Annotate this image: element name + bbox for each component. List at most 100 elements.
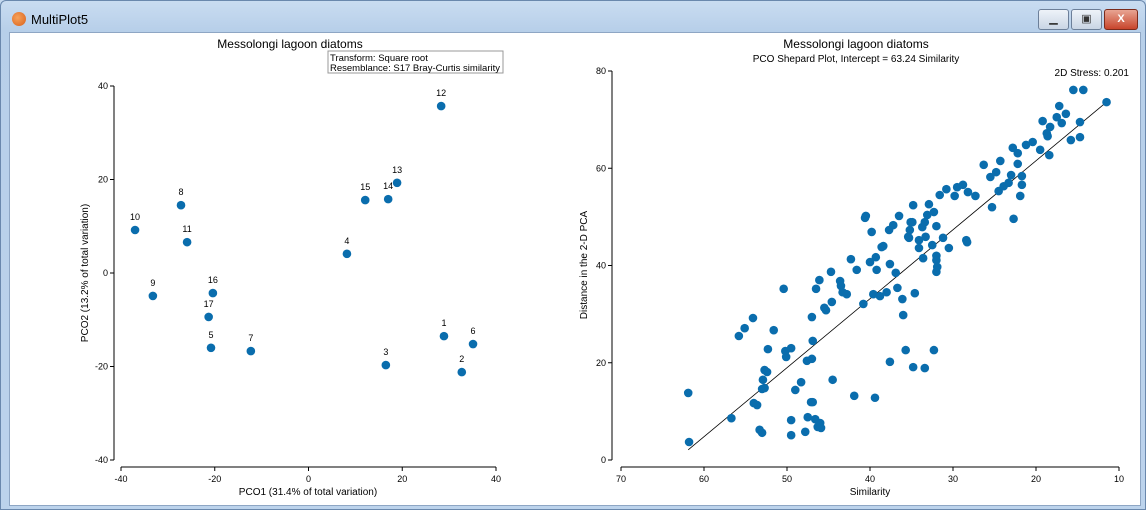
shepard-point xyxy=(914,235,924,245)
shepard-y-tick-label: 60 xyxy=(596,163,606,173)
shepard-point xyxy=(1069,85,1078,95)
pco-point-label: 7 xyxy=(248,333,253,343)
shepard-point xyxy=(849,391,859,401)
shepard-point xyxy=(1013,159,1023,169)
shepard-point xyxy=(1057,118,1067,128)
shepard-point xyxy=(807,354,817,364)
shepard-point xyxy=(791,385,800,395)
shepard-point xyxy=(921,232,930,242)
shepard-point xyxy=(811,284,821,294)
shepard-point xyxy=(875,291,885,301)
pco-point-label: 12 xyxy=(436,88,446,98)
shepard-point xyxy=(996,156,1005,166)
shepard-x-tick-label: 30 xyxy=(948,474,958,484)
shepard-point xyxy=(779,284,788,294)
shepard-point xyxy=(1013,148,1023,158)
shepard-point xyxy=(1052,112,1062,122)
shepard-point xyxy=(781,352,791,362)
shepard-point xyxy=(958,180,968,190)
shepard-point xyxy=(763,344,773,354)
shepard-point xyxy=(828,375,837,385)
pco-y-tick-label: 20 xyxy=(98,175,108,185)
info-transform: Transform: Square root xyxy=(330,53,428,64)
shepard-point xyxy=(859,299,868,309)
stress-annotation: 2D Stress: 0.201 xyxy=(1055,68,1130,79)
shepard-point xyxy=(762,367,772,377)
shepard-point xyxy=(807,312,817,322)
minimize-button[interactable]: ▁ xyxy=(1038,9,1069,30)
shepard-point xyxy=(1045,122,1055,132)
shepard-point xyxy=(1009,214,1018,224)
shepard-point xyxy=(1006,170,1016,180)
shepard-point xyxy=(901,345,910,355)
shepard-point xyxy=(846,254,856,264)
plot-area xyxy=(9,32,1141,506)
pco-point-15 xyxy=(360,195,370,205)
pco-x-tick-label: -40 xyxy=(114,474,127,484)
shepard-point xyxy=(734,331,744,341)
shepard-point xyxy=(1061,109,1071,119)
shepard-point xyxy=(803,412,813,422)
shepard-point xyxy=(796,377,806,387)
shepard-point xyxy=(929,207,939,217)
shepard-point xyxy=(827,297,837,307)
shepard-point xyxy=(991,167,1001,177)
pco-point-label: 1 xyxy=(441,318,446,328)
shepard-point xyxy=(908,200,918,210)
shepard-point xyxy=(869,289,878,299)
shepard-point xyxy=(971,191,980,201)
pco-point-label: 14 xyxy=(383,181,393,191)
shepard-point xyxy=(760,383,769,393)
shepard-chart: Messolongi lagoon diatoms PCO Shepard Pl… xyxy=(579,37,1129,498)
pco-point-label: 17 xyxy=(204,299,214,309)
shepard-point xyxy=(821,305,831,315)
info-resemblance: Resemblance: S17 Bray-Curtis similarity xyxy=(330,63,500,74)
shepard-point xyxy=(908,217,917,227)
maximize-button[interactable]: ▣ xyxy=(1071,9,1102,30)
shepard-x-tick-label: 40 xyxy=(865,474,875,484)
shepard-point xyxy=(769,325,779,335)
pco-point-label: 16 xyxy=(208,275,218,285)
pco-x-tick-label: 0 xyxy=(306,474,311,484)
pco-point-2 xyxy=(457,367,467,377)
pco-point-14 xyxy=(383,194,393,204)
shepard-point xyxy=(910,288,920,298)
shepard-point xyxy=(894,211,904,221)
shepard-point xyxy=(752,400,762,410)
shepard-point xyxy=(727,413,736,423)
pco-x-label: PCO1 (31.4% of total variation) xyxy=(239,487,377,498)
pco-point-9 xyxy=(148,291,158,301)
shepard-point xyxy=(1017,171,1027,181)
shepard-point xyxy=(924,199,934,209)
pco-y-tick-label: 40 xyxy=(98,81,108,91)
shepard-point xyxy=(929,345,939,355)
shepard-point xyxy=(1021,140,1031,150)
pco-point-7 xyxy=(246,346,256,356)
shepard-point xyxy=(963,187,973,197)
pco-point-label: 8 xyxy=(178,187,183,197)
shepard-point xyxy=(888,220,898,230)
shepard-point xyxy=(1079,85,1088,95)
shepard-point xyxy=(885,357,895,367)
shepard-point xyxy=(891,268,901,278)
shepard-point xyxy=(932,221,941,231)
pco-y-tick-label: -40 xyxy=(95,455,108,465)
shepard-y-tick-label: 20 xyxy=(596,358,606,368)
shepard-point xyxy=(786,430,796,440)
close-button[interactable]: X xyxy=(1104,9,1138,30)
pco-point-label: 5 xyxy=(208,330,213,340)
pco-point-label: 15 xyxy=(360,182,370,192)
shepard-y-label: Distance in the 2-D PCA xyxy=(579,210,590,319)
shepard-point xyxy=(872,265,881,275)
pco-point-label: 4 xyxy=(344,236,349,246)
shepard-point xyxy=(867,227,876,237)
shepard-point xyxy=(1044,150,1054,160)
pco-y-label: PCO2 (13.2% of total variation) xyxy=(80,204,91,342)
shepard-point xyxy=(935,190,945,200)
shepard-point xyxy=(842,289,852,299)
shepard-point xyxy=(808,397,818,407)
shepard-point xyxy=(950,191,959,201)
title-bar[interactable]: MultiPlot5 ▁ ▣ X xyxy=(1,1,1145,35)
app-icon xyxy=(12,12,26,26)
shepard-point xyxy=(1075,117,1085,127)
